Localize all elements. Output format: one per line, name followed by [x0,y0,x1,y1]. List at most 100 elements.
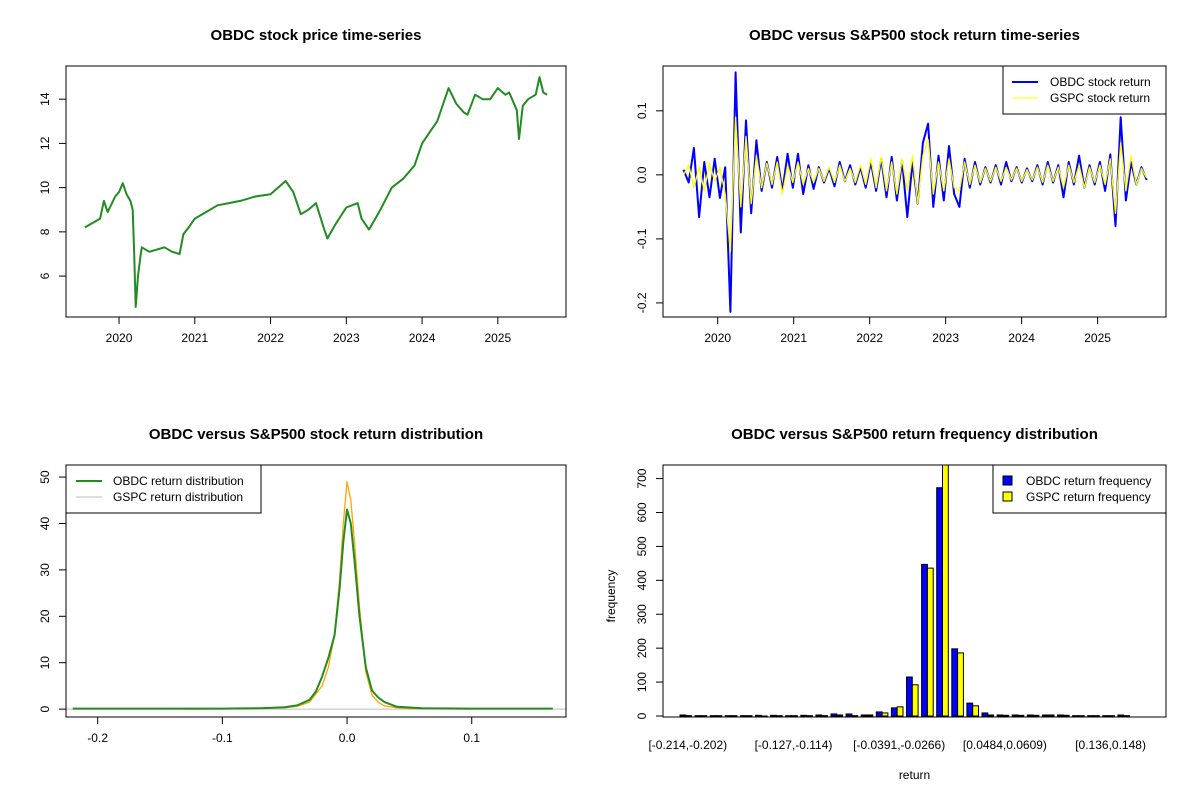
x-tick-label: [0.0484,0.0609) [963,738,1047,752]
plot-frame [662,464,1167,718]
bar-gspc [866,714,874,717]
y-tick-label: 8 [38,228,52,235]
panel-1: OBDC stock price time-series 2020 2021 2022… [38,27,567,345]
bar-obdc [936,487,944,717]
chart-title: OBDC versus S&P500 return frequency dist… [731,426,1098,443]
y-tick-label: 50 [38,470,52,484]
x-tick-label: 2020 [704,331,731,345]
bar-obdc [890,707,898,717]
bar-gspc [942,464,949,717]
bar-gspc [1108,715,1115,717]
bar-obdc [1057,714,1064,717]
y-tick-label: 700 [635,468,649,488]
plot-frame [65,65,567,318]
bar-obdc [1072,715,1079,717]
bar-obdc [755,714,762,717]
bar-obdc [845,713,853,717]
bar-gspc [1093,715,1100,717]
bar-gspc [851,715,859,717]
bar-obdc [709,715,717,717]
x-tick-label: 2022 [257,331,284,345]
y-axis: -0.2 -0.1 0.0 0.1 [635,102,664,313]
bar-obdc [981,712,989,717]
legend-label: GSPC return frequency [1026,490,1151,504]
legend: OBDC return distribution GSPC return dist… [65,464,262,514]
y-tick-label: 12 [38,136,52,150]
y-tick-label: 600 [635,502,649,522]
bar-gspc [1077,715,1085,717]
bar-gspc [926,567,934,717]
bar-gspc [987,714,995,717]
legend: OBDC return frequency GSPC return frequen… [992,464,1167,514]
bar-gspc [911,684,919,717]
bar-gspc [791,715,798,717]
bar-gspc [760,715,768,717]
bar-gspc [730,715,738,717]
bar-obdc [770,714,777,717]
bar-obdc [966,702,974,717]
legend-swatch [1002,491,1013,502]
y-axis: 6 8 10 12 14 [38,92,67,279]
bar-obdc [860,714,868,717]
x-tick-label: [-0.127,-0.114) [755,738,833,752]
y-tick-label: 300 [635,604,649,624]
x-axis: -0.2 -0.1 0.0 0.1 [87,716,480,745]
chart-title: OBDC stock price time-series [211,27,422,44]
bar-gspc [836,714,844,717]
x-tick-label: -0.2 [87,731,108,745]
plot-frame [65,464,567,718]
y-tick-label: 40 [38,516,52,530]
x-tick-label: 2024 [409,331,436,345]
y-tick-label: 500 [635,536,649,556]
bar-gspc [821,715,829,717]
x-tick-label: 0.1 [463,731,480,745]
bar-obdc [724,715,732,717]
chart-title: OBDC versus S&P500 stock return time-ser… [749,27,1080,44]
y-tick-label: 14 [38,92,52,106]
bar-gspc [775,715,783,717]
x-axis-label: return [899,768,930,782]
x-tick-label: [-0.214,-0.202) [648,738,727,752]
bar-obdc [875,711,883,717]
x-tick-label: [-0.0391,-0.0266) [853,738,945,752]
bar-obdc [800,714,808,717]
bar-gspc [1002,714,1010,717]
y-axis-label: frequency [604,570,618,623]
y-tick-label: 30 [38,563,52,577]
x-tick-label: 2020 [106,331,133,345]
plot-frame [662,65,1167,318]
y-tick-label: 200 [635,638,649,658]
x-tick-label: 2021 [181,331,208,345]
y-tick-label: 20 [38,609,52,623]
y-tick-label: 100 [635,672,649,692]
bar-obdc [1041,714,1049,717]
y-tick-label: 0 [635,712,649,719]
bar-obdc [785,715,793,717]
bar-gspc [1017,714,1025,717]
x-tick-label: 2022 [856,331,883,345]
panel-2: OBDC versus S&P500 stock return time-ser… [635,27,1167,345]
bar-obdc [921,563,928,717]
bar-obdc [1026,714,1034,717]
legend-label: GSPC return distribution [113,490,243,504]
bar-gspc [685,715,693,717]
bar-gspc [715,715,723,717]
y-tick-label: 0.1 [635,102,649,119]
bar-gspc [1062,714,1070,717]
bar-gspc [972,705,980,717]
bar-gspc [881,712,889,717]
y-tick-label: -0.1 [635,228,649,249]
gspc-return-line [682,116,1148,253]
x-tick-label: 2021 [780,331,807,345]
obdc-density-line [72,508,553,710]
bar-obdc [1087,715,1094,717]
y-tick-label: 6 [38,272,52,279]
bar-gspc [896,706,904,717]
x-axis: 2020 2021 2022 2023 2024 2025 [106,316,511,345]
bar-obdc [951,648,959,717]
legend-swatch [1002,475,1013,486]
panel-3: OBDC versus S&P500 stock return distribu… [38,426,567,745]
x-tick-label: 2025 [484,331,511,345]
x-tick-label: -0.1 [212,731,233,745]
